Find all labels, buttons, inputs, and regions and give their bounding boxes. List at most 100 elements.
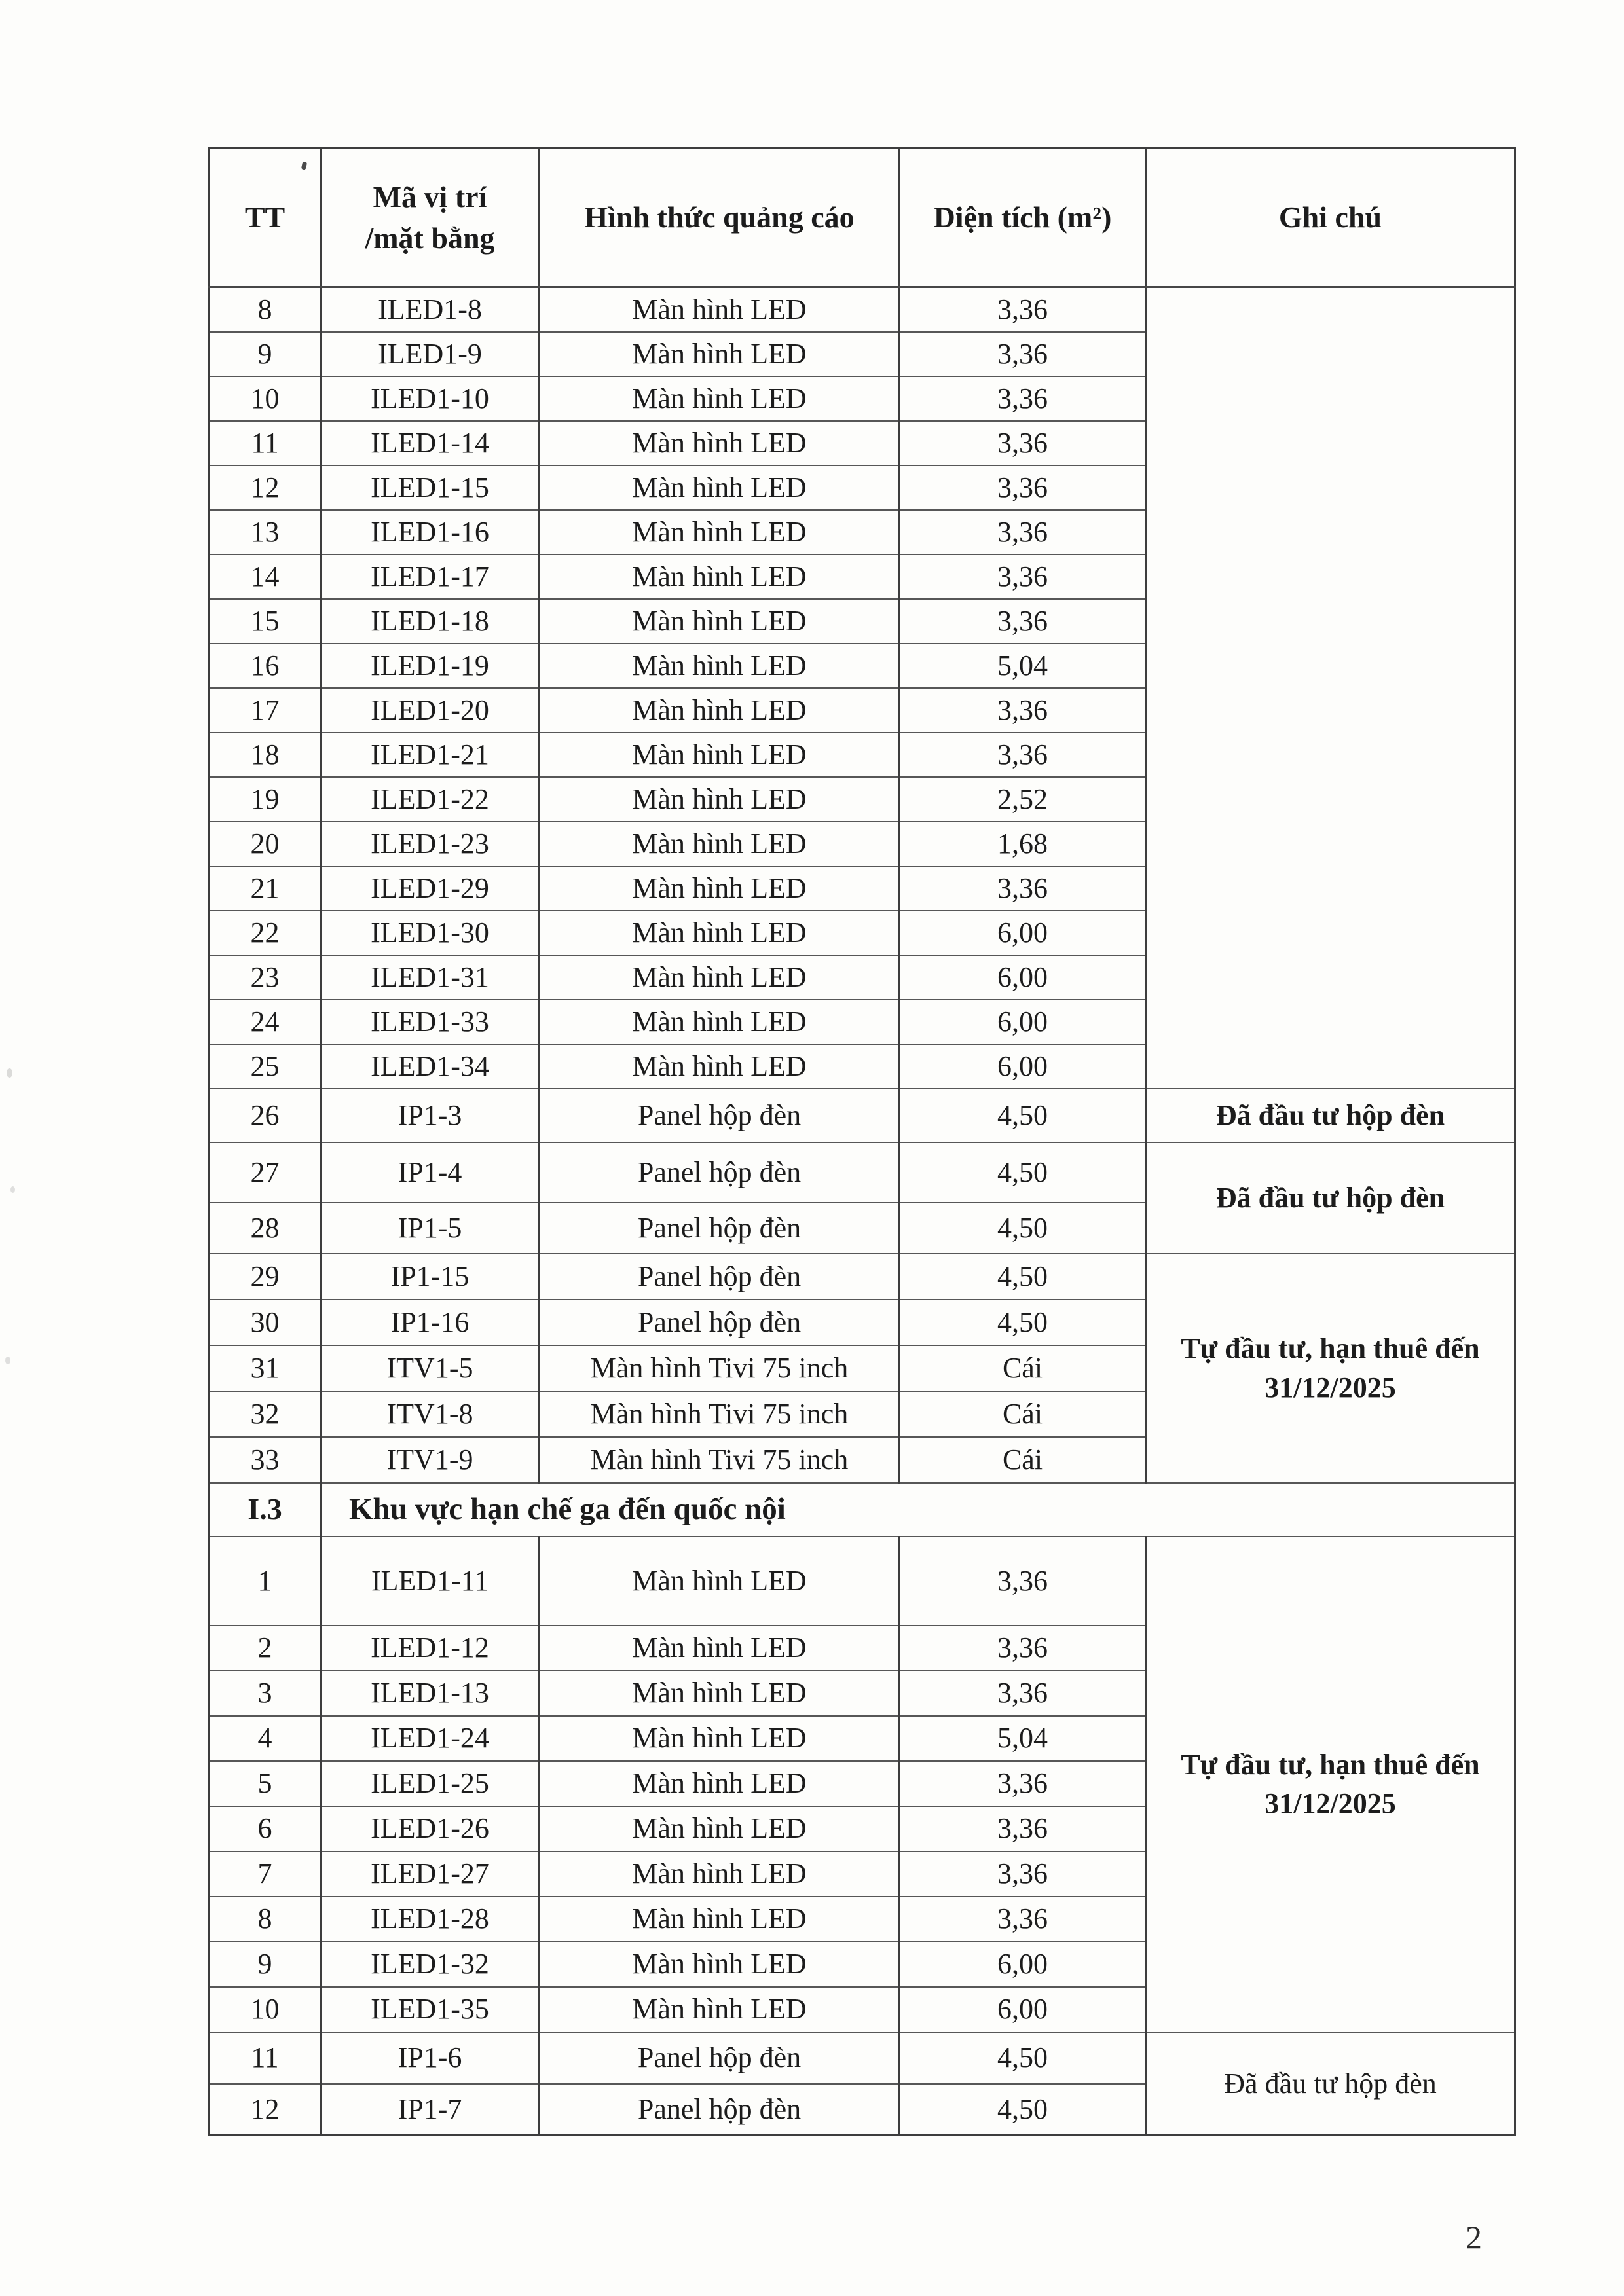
cell-code: ILED1-35 <box>320 1986 540 2033</box>
cell-code: IP1-15 <box>320 1252 540 1300</box>
cell-form: Màn hình LED <box>538 464 900 511</box>
cell-form: Màn hình LED <box>538 865 900 911</box>
cell-tt: 8 <box>208 286 322 333</box>
table-row: 26 IP1-3 Panel hộp đèn 4,50 Đã đầu tư hộp đè… <box>208 1087 1516 1143</box>
section-1-3-body: 1 ILED1-11 Màn hình LED 3,36 Tự đầu tư, hạn … <box>208 1535 1516 2136</box>
cell-code: IP1-16 <box>320 1298 540 1346</box>
table-row: 4 ILED1-24 Màn hình LED 5,04 <box>208 1715 1515 1762</box>
cell-area: 3,36 <box>898 1895 1147 1942</box>
scan-speck <box>5 1357 10 1364</box>
cell-tt: 33 <box>208 1436 322 1484</box>
table-row: 22 ILED1-30 Màn hình LED 6,00 <box>208 909 1515 956</box>
cell-code: ITV1-9 <box>320 1436 540 1484</box>
table-row: 9 ILED1-32 Màn hình LED 6,00 <box>208 1941 1515 1988</box>
cell-tt: 20 <box>208 820 322 867</box>
col-header-tt: TT <box>208 147 322 288</box>
cell-code: ILED1-17 <box>320 553 540 600</box>
header-row: TT Mã vị trí /mặt bằng Hình thức quảng c… <box>208 147 1516 288</box>
table-row: 15 ILED1-18 Màn hình LED 3,36 <box>208 598 1515 644</box>
cell-form: Màn hình LED <box>538 1850 900 1897</box>
section-id: I.3 <box>208 1482 322 1537</box>
cell-tt: 30 <box>208 1298 322 1346</box>
cell-code: ILED1-11 <box>320 1535 540 1626</box>
col-header-code: Mã vị trí /mặt bằng <box>320 147 540 288</box>
cell-form: Màn hình LED <box>538 598 900 644</box>
advertising-locations-table: TT Mã vị trí /mặt bằng Hình thức quảng c… <box>208 147 1516 2136</box>
cell-area: 3,36 <box>898 420 1147 466</box>
cell-note: Đã đầu tư hộp đèn <box>1145 2031 1516 2136</box>
cell-area: Cái <box>898 1344 1147 1392</box>
cell-form: Panel hộp đèn <box>538 2031 900 2085</box>
cell-tt: 17 <box>208 687 322 733</box>
cell-code: ILED1-9 <box>320 331 540 377</box>
cell-tt: 2 <box>208 1624 322 1671</box>
cell-form: Màn hình LED <box>538 553 900 600</box>
cell-form: Màn hình LED <box>538 1624 900 1671</box>
cell-area: 4,50 <box>898 2083 1147 2136</box>
cell-form: Panel hộp đèn <box>538 1141 900 1203</box>
cell-tt: 9 <box>208 1941 322 1988</box>
cell-form: Màn hình LED <box>538 687 900 733</box>
table-row: 23 ILED1-31 Màn hình LED 6,00 <box>208 954 1515 1000</box>
table-row: 30 IP1-16 Panel hộp đèn 4,50 <box>208 1298 1515 1346</box>
cell-tt: 14 <box>208 553 322 600</box>
cell-area: 3,36 <box>898 286 1147 333</box>
cell-area: 6,00 <box>898 1043 1147 1089</box>
cell-area: 6,00 <box>898 1986 1147 2033</box>
cell-code: ILED1-12 <box>320 1624 540 1671</box>
cell-tt: 28 <box>208 1201 322 1254</box>
cell-code: ILED1-21 <box>320 731 540 778</box>
cell-area: 3,36 <box>898 331 1147 377</box>
table-row: 13 ILED1-16 Màn hình LED 3,36 <box>208 509 1515 555</box>
scan-speck <box>7 1068 12 1078</box>
table-header: TT Mã vị trí /mặt bằng Hình thức quảng c… <box>208 147 1516 288</box>
cell-form: Màn hình LED <box>538 820 900 867</box>
cell-code: ILED1-16 <box>320 509 540 555</box>
cell-note <box>1145 286 1516 1089</box>
cell-form: Màn hình LED <box>538 1941 900 1988</box>
cell-area: Cái <box>898 1436 1147 1484</box>
cell-form: Màn hình LED <box>538 1715 900 1762</box>
cell-form: Màn hình LED <box>538 954 900 1000</box>
cell-tt: 26 <box>208 1087 322 1143</box>
cell-area: 3,36 <box>898 1535 1147 1626</box>
cell-tt: 9 <box>208 331 322 377</box>
table-row: 3 ILED1-13 Màn hình LED 3,36 <box>208 1669 1515 1717</box>
cell-form: Màn hình LED <box>538 1805 900 1852</box>
cell-code: ILED1-28 <box>320 1895 540 1942</box>
cell-code: ILED1-22 <box>320 776 540 822</box>
cell-area: 2,52 <box>898 776 1147 822</box>
table-row: 5 ILED1-25 Màn hình LED 3,36 <box>208 1760 1515 1807</box>
cell-area: 4,50 <box>898 1141 1147 1203</box>
cell-tt: 10 <box>208 375 322 422</box>
cell-form: Panel hộp đèn <box>538 1252 900 1300</box>
table-row: 32 ITV1-8 Màn hình Tivi 75 inch Cái <box>208 1390 1515 1438</box>
cell-code: ILED1-29 <box>320 865 540 911</box>
cell-area: 4,50 <box>898 1201 1147 1254</box>
cell-code: ILED1-27 <box>320 1850 540 1897</box>
cell-area: 3,36 <box>898 375 1147 422</box>
cell-tt: 22 <box>208 909 322 956</box>
table-row: 31 ITV1-5 Màn hình Tivi 75 inch Cái <box>208 1344 1515 1392</box>
cell-tt: 11 <box>208 420 322 466</box>
cell-tt: 24 <box>208 998 322 1045</box>
cell-tt: 5 <box>208 1760 322 1807</box>
table-row: 11 ILED1-14 Màn hình LED 3,36 <box>208 420 1515 466</box>
cell-form: Màn hình LED <box>538 420 900 466</box>
table-row: 24 ILED1-33 Màn hình LED 6,00 <box>208 998 1515 1045</box>
cell-note: Đã đầu tư hộp đèn <box>1145 1087 1516 1143</box>
cell-code: ILED1-30 <box>320 909 540 956</box>
table-row: 6 ILED1-26 Màn hình LED 3,36 <box>208 1805 1515 1852</box>
section-title: Khu vực hạn chế ga đến quốc nội <box>320 1482 1516 1537</box>
cell-area: Cái <box>898 1390 1147 1438</box>
cell-form: Màn hình LED <box>538 1669 900 1717</box>
cell-tt: 6 <box>208 1805 322 1852</box>
cell-area: 4,50 <box>898 1087 1147 1143</box>
cell-code: ILED1-24 <box>320 1715 540 1762</box>
cell-tt: 31 <box>208 1344 322 1392</box>
cell-form: Màn hình LED <box>538 998 900 1045</box>
table-row: 29 IP1-15 Panel hộp đèn 4,50 Tự đầu tư, hạn … <box>208 1252 1516 1484</box>
cell-code: ILED1-23 <box>320 820 540 867</box>
cell-code: ILED1-13 <box>320 1669 540 1717</box>
